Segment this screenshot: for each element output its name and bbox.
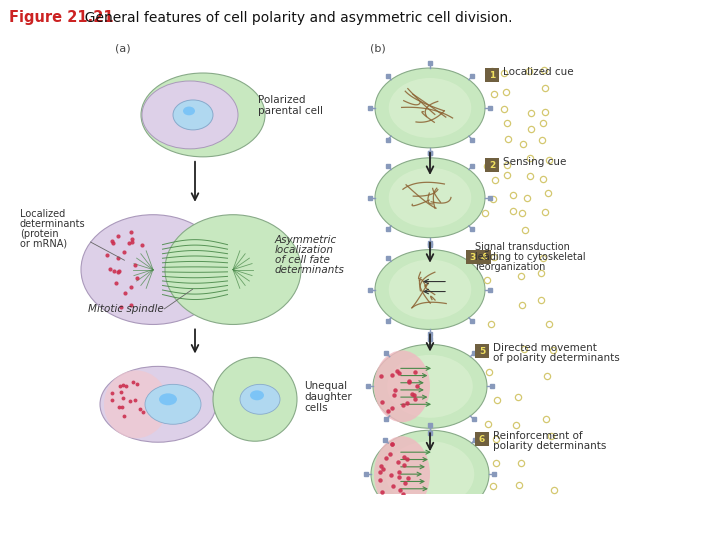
Ellipse shape <box>389 78 472 138</box>
Ellipse shape <box>386 441 474 507</box>
Text: Polarized: Polarized <box>258 95 305 105</box>
Text: polarity determinants: polarity determinants <box>493 441 606 451</box>
Ellipse shape <box>374 350 430 422</box>
Bar <box>603 498 620 534</box>
Text: localization: localization <box>275 245 334 255</box>
Ellipse shape <box>389 168 472 228</box>
Ellipse shape <box>141 73 265 157</box>
Ellipse shape <box>173 100 213 130</box>
Ellipse shape <box>145 384 201 424</box>
Ellipse shape <box>240 384 280 414</box>
Text: Localized: Localized <box>20 208 66 219</box>
FancyBboxPatch shape <box>475 345 489 359</box>
Bar <box>603 512 646 521</box>
Ellipse shape <box>375 249 485 329</box>
Ellipse shape <box>389 260 472 320</box>
Ellipse shape <box>104 370 168 438</box>
Text: (protein: (protein <box>20 228 58 239</box>
Text: FREEMAN: FREEMAN <box>627 515 691 528</box>
Text: Edition: Edition <box>83 508 120 517</box>
Text: leading to cytoskeletal: leading to cytoskeletal <box>475 252 585 261</box>
FancyBboxPatch shape <box>477 249 491 264</box>
Text: Directed movement: Directed movement <box>493 343 597 353</box>
Text: Figure 21.21: Figure 21.21 <box>9 10 114 25</box>
Text: 4: 4 <box>481 253 487 261</box>
FancyBboxPatch shape <box>466 249 480 264</box>
Text: Copyright © 2013 by W. H. Freeman and Company: Copyright © 2013 by W. H. Freeman and Co… <box>274 512 538 522</box>
Text: or mRNA): or mRNA) <box>20 239 67 248</box>
Text: Asymmetric: Asymmetric <box>275 235 337 245</box>
Ellipse shape <box>81 215 225 325</box>
Text: Molecular Cell Biology, 7: Molecular Cell Biology, 7 <box>14 508 134 517</box>
Ellipse shape <box>373 345 487 428</box>
FancyBboxPatch shape <box>485 158 499 172</box>
Text: parental cell: parental cell <box>258 106 323 116</box>
Text: Reinforcement of: Reinforcement of <box>493 431 582 441</box>
Text: Unequal: Unequal <box>304 381 347 391</box>
Text: of polarity determinants: of polarity determinants <box>493 353 620 363</box>
Text: Signal transduction: Signal transduction <box>475 241 570 252</box>
Text: determinants: determinants <box>275 265 345 274</box>
Text: reorganization: reorganization <box>475 261 545 272</box>
Text: of cell fate: of cell fate <box>275 254 330 265</box>
Ellipse shape <box>375 158 485 238</box>
Text: 2: 2 <box>489 161 495 170</box>
Text: (b): (b) <box>370 43 386 53</box>
Ellipse shape <box>371 430 489 518</box>
Text: 3: 3 <box>470 253 476 261</box>
Ellipse shape <box>213 357 297 441</box>
FancyBboxPatch shape <box>475 432 489 446</box>
Text: th: th <box>76 507 83 513</box>
Ellipse shape <box>375 68 485 148</box>
Text: Mitotic spindle: Mitotic spindle <box>88 305 163 314</box>
FancyBboxPatch shape <box>485 68 499 82</box>
Text: (a): (a) <box>115 43 130 53</box>
Text: Sensing cue: Sensing cue <box>503 157 567 167</box>
Text: General features of cell polarity and asymmetric cell division.: General features of cell polarity and as… <box>76 11 512 24</box>
Text: 1: 1 <box>489 71 495 80</box>
Ellipse shape <box>387 355 473 418</box>
Ellipse shape <box>183 106 195 116</box>
Text: 5: 5 <box>479 347 485 356</box>
Bar <box>629 498 646 534</box>
Ellipse shape <box>142 81 238 149</box>
Text: Localized cue: Localized cue <box>503 67 574 77</box>
Ellipse shape <box>165 215 301 325</box>
Text: 6: 6 <box>479 435 485 444</box>
Text: W. H.: W. H. <box>644 500 675 509</box>
Ellipse shape <box>100 366 216 442</box>
Text: daughter: daughter <box>304 392 352 402</box>
Text: Lodish et al.: Lodish et al. <box>14 519 74 529</box>
Text: cells: cells <box>304 403 328 413</box>
Ellipse shape <box>159 393 177 406</box>
Text: determinants: determinants <box>20 219 86 228</box>
Ellipse shape <box>250 390 264 400</box>
Ellipse shape <box>374 436 430 512</box>
